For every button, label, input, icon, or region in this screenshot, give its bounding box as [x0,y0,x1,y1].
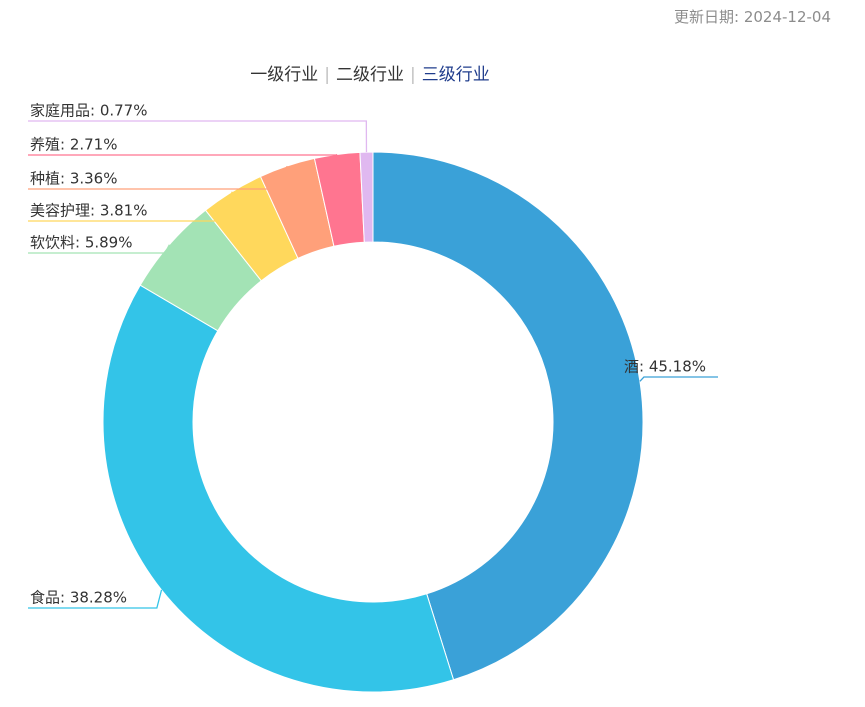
slice-label-6: 家庭用品: 0.77% [30,102,147,120]
pie-slice-0 [372,151,644,681]
pie-slice-1 [102,284,455,693]
industry-level-tabs: 一级行业 | 二级行业 | 三级行业 [0,60,740,85]
leader-line-5 [28,153,338,156]
leader-line-6 [28,120,368,153]
slice-label-0: 酒: 45.18% [624,358,706,376]
slice-label-2: 软饮料: 5.89% [30,234,132,252]
tab-divider: | [410,65,416,85]
slice-label-3: 美容护理: 3.81% [30,202,147,220]
tab-level-1[interactable]: 一级行业 [250,65,319,85]
slice-label-1: 食品: 38.28% [30,589,127,607]
leader-line-1 [28,589,163,609]
tab-level-3[interactable]: 三级行业 [421,65,490,85]
tab-level-2[interactable]: 二级行业 [336,65,404,85]
leader-line-3 [28,191,233,222]
leader-line-0 [639,376,718,382]
update-date: 更新日期: 2024-12-04 [674,8,831,26]
leader-line-2 [28,244,170,254]
tab-divider: | [324,65,330,85]
slice-label-4: 种植: 3.36% [30,170,117,188]
pie-slice-6 [359,151,374,243]
leader-line-4 [28,166,288,190]
slice-label-5: 养殖: 2.71% [30,136,117,154]
